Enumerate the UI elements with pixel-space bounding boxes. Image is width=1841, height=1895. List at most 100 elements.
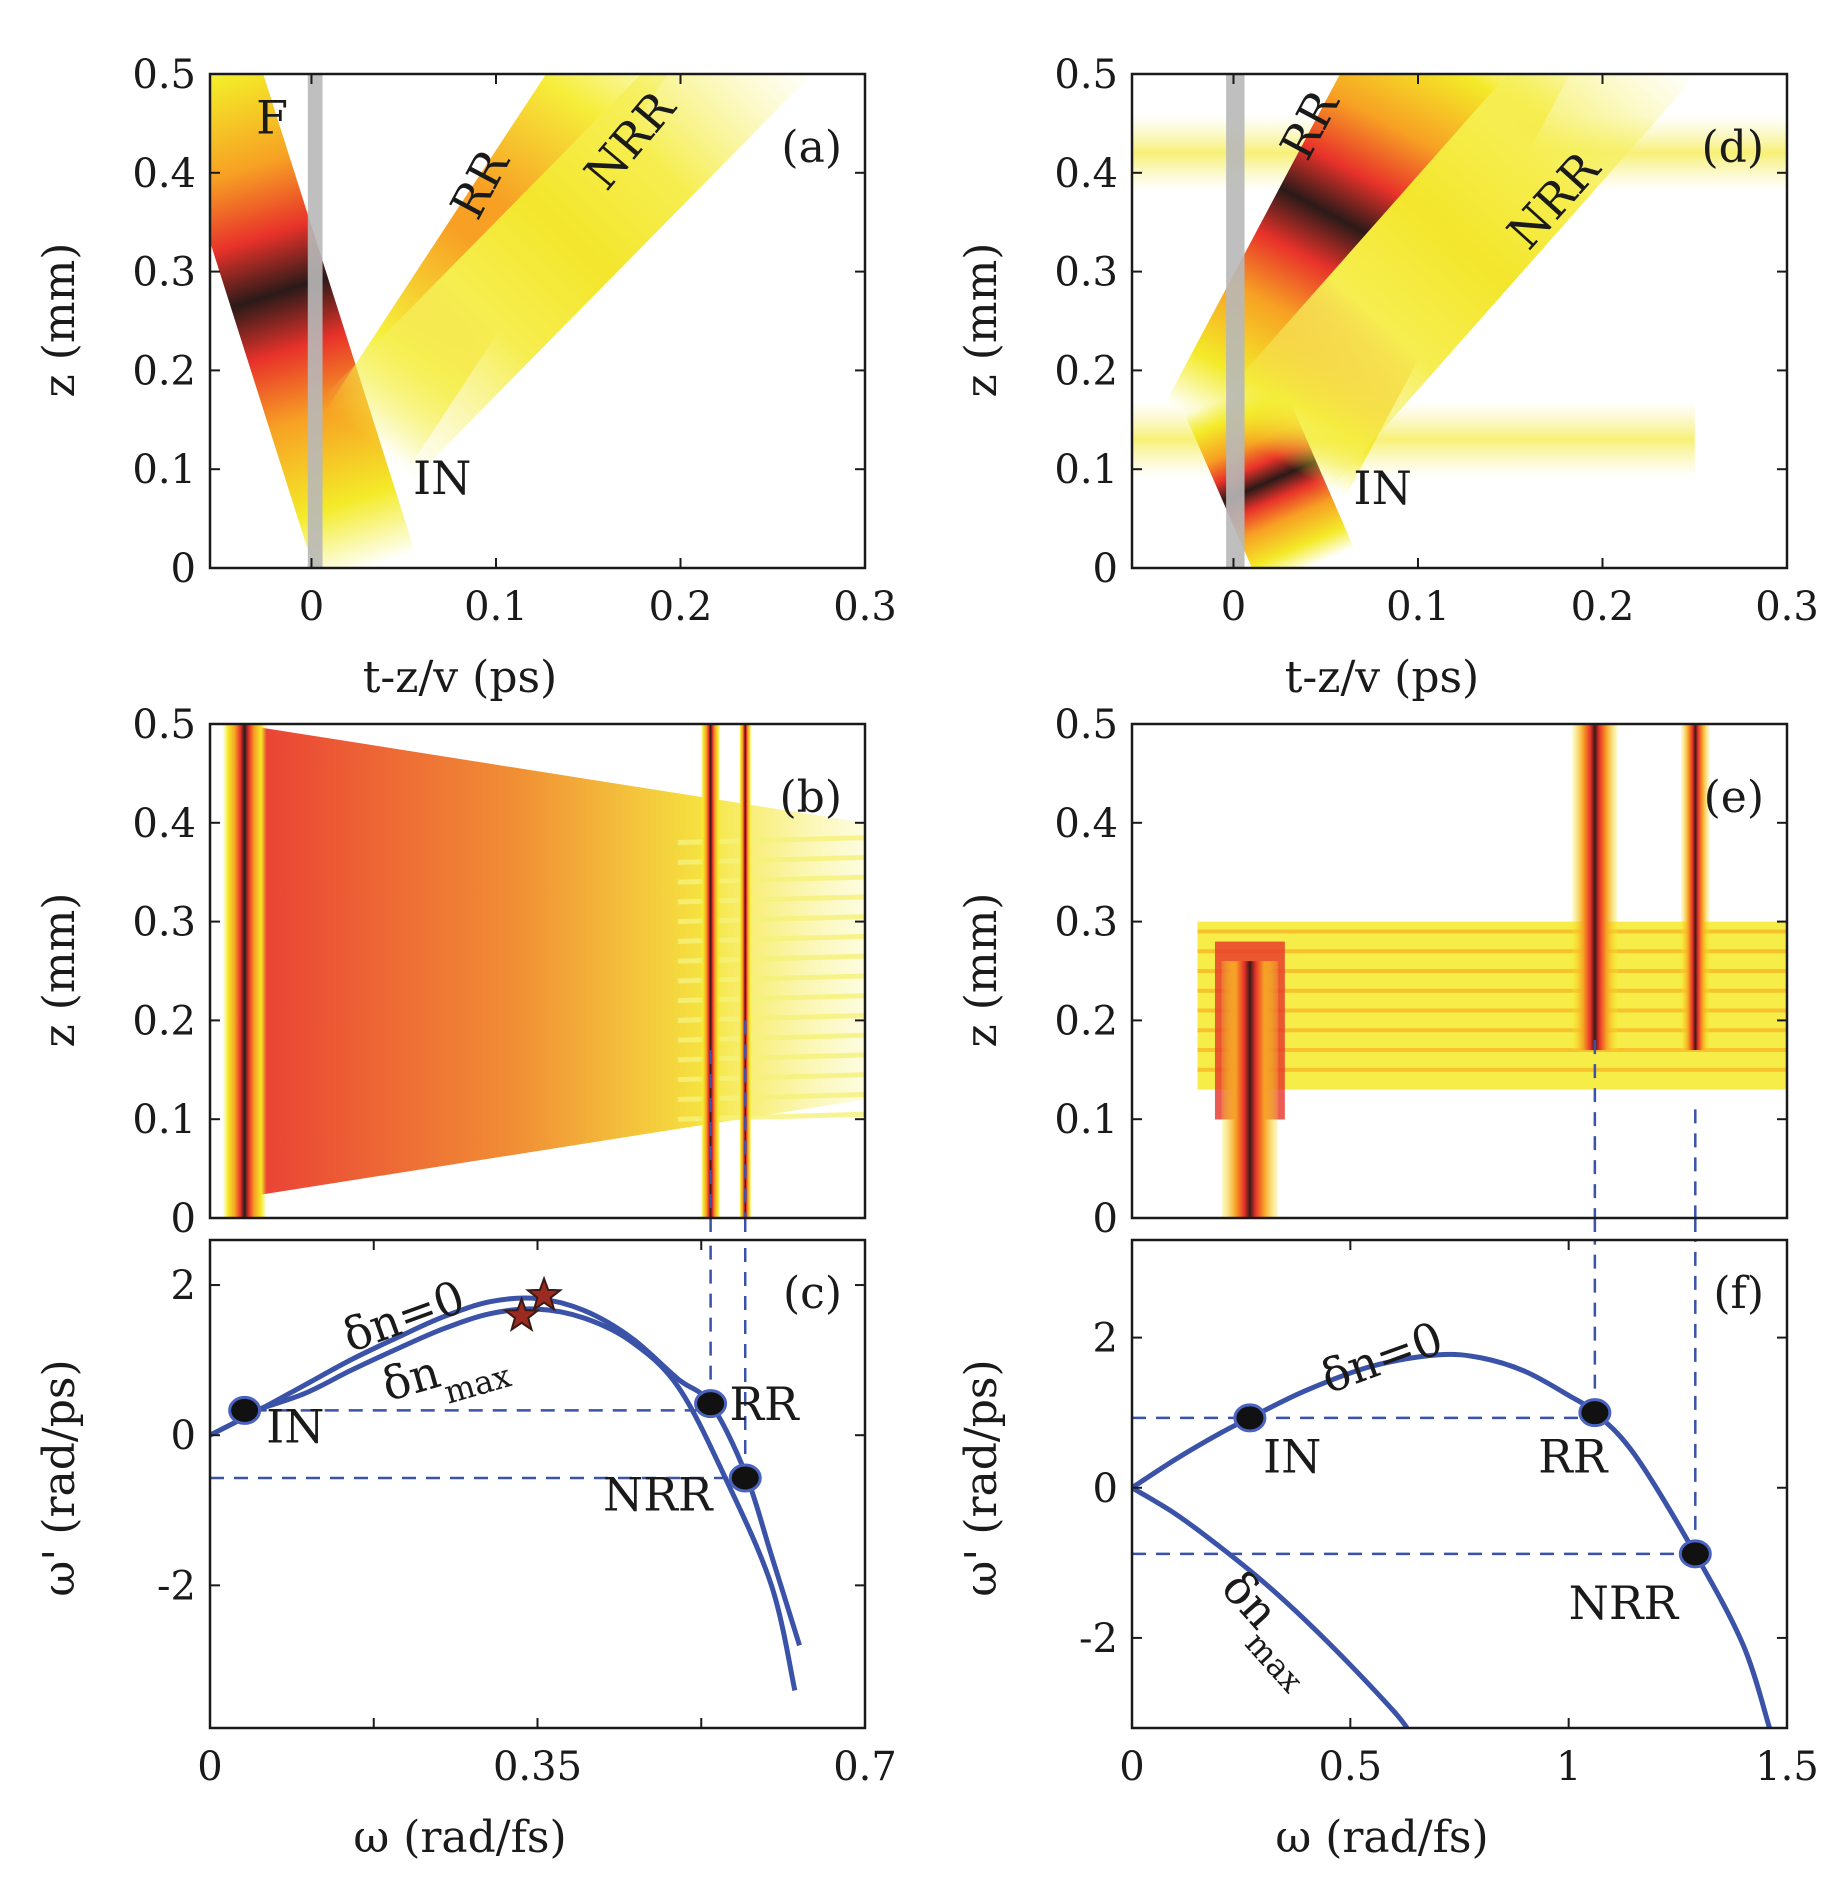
panel-f-ytick-label: 2 [1093,1316,1118,1362]
panel-c-point-nrr [728,1463,762,1493]
panel-f-xtick-label: 0.5 [1319,1744,1383,1790]
panel-e-ytick-label: 0.1 [1054,1097,1118,1143]
panel-c-annotation: NRR [603,1467,714,1521]
panel-f-tick-labels: 0 0.5 1 1.5 2 0 -2 [1079,1316,1819,1790]
panel-a-ytick-label: 0.5 [132,52,196,98]
panel-a-ticks [210,73,866,569]
panel-d-xtick-label: 0.1 [1386,584,1450,630]
panel-b-ytick-label: 0.3 [132,900,196,946]
panel-d-tick-labels: 0 0.1 0.2 0.3 0 0.1 0.2 0.3 0.4 0.5 [1054,52,1818,630]
panel-a-annotation: F [256,90,288,144]
panel-d-ytick-label: 0.5 [1054,52,1118,98]
panel-d-heatmap [1132,74,1787,568]
panel-b-ylabel: z (mm) [34,893,85,1048]
panel-f-annotation: NRR [1569,1576,1680,1630]
panel-c-annotation: δn=0 [336,1269,472,1363]
panel-b-ytick-label: 0.1 [132,1097,196,1143]
panel-c-xtick-label: 0 [197,1744,222,1790]
panel-e-label: (e) [1704,772,1764,823]
panel-e-ytick-label: 0.2 [1054,998,1118,1044]
panel-a-ytick-label: 0 [171,546,196,592]
panel-a-ytick-label: 0.2 [132,348,196,394]
panel-d-xtick-label: 0.3 [1755,584,1819,630]
panel-c-xlabel: ω (rad/fs) [353,1812,566,1863]
panel-e-ytick-label: 0 [1093,1196,1118,1242]
panel-c-ytick-label: 2 [171,1263,196,1309]
panel-d-frame [1130,72,1789,570]
panel-f-xtick-label: 0 [1119,1744,1144,1790]
panel-e-ylabel: z (mm) [956,893,1007,1048]
panel-e-spectral-line [1221,961,1279,1218]
panel-f-point-rr [1578,1398,1612,1428]
panel-c-label: (c) [783,1268,842,1319]
panel-a-ytick-label: 0.4 [132,151,196,197]
panel-e-ytick-label: 0.3 [1054,900,1118,946]
panel-a-label: (a) [781,122,842,173]
panel-c-xtick-label: 0.35 [493,1744,582,1790]
panel-e-ytick-label: 0.4 [1054,801,1118,847]
panel-d-ytick-label: 0.1 [1054,447,1118,493]
panel-d-ticks [1132,73,1788,569]
panel-e-dashed-guides [1593,1040,1697,1240]
panel-a-ytick-label: 0.3 [132,250,196,296]
panel-e-ytick-label: 0.5 [1054,702,1118,748]
panel-b-spectral-line [739,724,752,1218]
panel-c-ytick-label: -2 [157,1563,196,1609]
panel-c-frame [208,1238,867,1730]
panel-a-xtick-label: 0.1 [464,584,528,630]
panel-e-tick-labels: 0 0.1 0.2 0.3 0.4 0.5 [1054,702,1118,1242]
panel-b-spectral-line [700,724,721,1218]
panel-f-frame [1130,1238,1789,1730]
panel-e-ticks [1132,723,1787,1219]
panel-a-heatmap [210,74,813,568]
panel-d-ytick-label: 0.3 [1054,250,1118,296]
panel-a-xlabel: t-z/v (ps) [363,652,557,703]
panel-f-ylabel: ω' (rad/ps) [956,1359,1007,1596]
panel-e-spectrogram [1197,724,1787,1218]
panel-c-ticks [209,1240,866,1728]
panel-d-xtick-label: 0.2 [1571,584,1635,630]
panel-f-annotation-subscript: max [1238,1624,1311,1700]
panel-a-ytick-label: 0.1 [132,447,196,493]
panel-b-frame [208,722,867,1220]
panel-c-annotation-subscript: max [440,1356,515,1411]
panel-a-xtick-label: 0 [299,584,324,630]
panel-d-ylabel: z (mm) [956,243,1007,398]
panel-b-spectrogram [222,724,865,1218]
panel-d-ytick-label: 0.4 [1054,151,1118,197]
panel-a-annotation: IN [413,451,471,505]
panel-d-label: (d) [1702,122,1765,173]
panel-f-annotation: δn=0 [1314,1311,1450,1405]
panel-f-curve [1132,1485,1410,1728]
panel-a-frame [208,72,867,570]
panel-c-xtick-label: 0.7 [833,1744,897,1790]
panel-b-ytick-label: 0.2 [132,998,196,1044]
panel-e-frame [1130,722,1789,1220]
panel-c-ytick-label: 0 [171,1413,196,1459]
panel-b-spectral-line [222,724,267,1218]
panel-b-ytick-label: 0.4 [132,801,196,847]
panel-d-xlabel: t-z/v (ps) [1285,652,1479,703]
panel-c-dispersion-plot [210,1240,802,1692]
panel-a-beam-nrr [323,74,813,483]
panel-d-xtick-label: 0 [1221,584,1246,630]
panel-c-tick-labels: 0 0.35 0.7 2 0 -2 [157,1263,897,1790]
panel-f-curve [1132,1351,1772,1728]
panel-b-dashed-guides [709,1020,747,1240]
panel-c-ylabel: ω' (rad/ps) [34,1359,85,1596]
panel-f-xtick-label: 1 [1556,1744,1581,1790]
panel-c-point-in [228,1395,262,1425]
panel-f-ticks [1131,1240,1788,1728]
panel-d-ytick-label: 0 [1093,546,1118,592]
panel-f-annotation: IN [1263,1430,1321,1484]
panel-b-tick-labels: 0 0.1 0.2 0.3 0.4 0.5 [132,702,196,1242]
panel-f-annotation: RR [1538,1430,1609,1484]
panel-f-point-nrr [1678,1539,1712,1569]
panel-a-ylabel: z (mm) [34,243,85,398]
panel-a-xtick-label: 0.2 [649,584,713,630]
